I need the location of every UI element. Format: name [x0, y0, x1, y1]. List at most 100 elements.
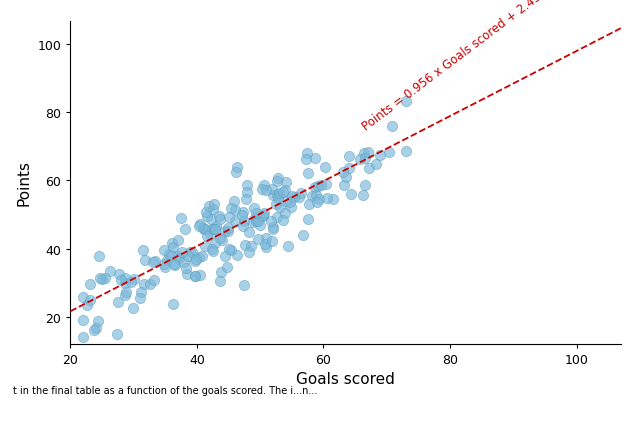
Point	[182, 271, 193, 278]
Point	[267, 238, 277, 245]
Point	[150, 258, 160, 265]
Point	[242, 189, 252, 196]
Point	[253, 218, 263, 225]
Point	[272, 214, 282, 221]
Point	[78, 334, 88, 341]
Point	[344, 166, 354, 172]
Point	[173, 252, 183, 259]
Point	[200, 226, 211, 233]
Point	[120, 280, 130, 287]
Point	[136, 289, 147, 296]
Point	[168, 261, 179, 268]
Point	[280, 180, 291, 187]
Point	[209, 226, 220, 233]
Point	[111, 331, 122, 338]
Point	[285, 199, 296, 206]
Point	[126, 279, 136, 286]
Point	[289, 194, 300, 201]
Point	[210, 240, 220, 247]
Point	[251, 217, 261, 224]
Point	[280, 187, 291, 194]
Point	[191, 256, 201, 263]
Text: t in the final table as a function of the goals scored. The i...n...: t in the final table as a function of th…	[13, 385, 317, 395]
Point	[159, 247, 170, 254]
Point	[267, 186, 277, 193]
Point	[401, 148, 411, 155]
Point	[91, 324, 101, 331]
Point	[138, 247, 148, 254]
Point	[176, 215, 186, 222]
Point	[177, 249, 187, 256]
Point	[273, 175, 283, 182]
Point	[120, 275, 131, 282]
Point	[238, 209, 248, 216]
Point	[239, 218, 250, 225]
Point	[100, 275, 110, 282]
Point	[114, 271, 124, 278]
Point	[97, 276, 107, 283]
Point	[362, 150, 372, 157]
Point	[240, 242, 250, 249]
Point	[206, 216, 216, 223]
Point	[93, 253, 104, 260]
Point	[244, 249, 255, 255]
Point	[129, 276, 140, 283]
Point	[195, 272, 205, 279]
Point	[232, 252, 243, 259]
Point	[231, 169, 241, 176]
Point	[310, 155, 320, 162]
Point	[207, 246, 217, 252]
Point	[189, 273, 200, 280]
Point	[346, 191, 356, 198]
Point	[168, 243, 178, 250]
Point	[230, 208, 240, 215]
Point	[84, 297, 95, 304]
Point	[120, 292, 130, 299]
Point	[81, 302, 92, 309]
Point	[375, 153, 385, 160]
Point	[259, 241, 269, 248]
Point	[216, 270, 227, 276]
Point	[303, 170, 313, 177]
Point	[259, 210, 269, 217]
Point	[253, 237, 263, 243]
Point	[321, 181, 332, 187]
Point	[339, 182, 349, 189]
Point	[229, 198, 239, 205]
Point	[186, 249, 196, 256]
Point	[316, 182, 326, 189]
Point	[241, 182, 252, 189]
Point	[246, 243, 256, 250]
Point	[185, 249, 195, 255]
Point	[162, 257, 172, 264]
Point	[294, 194, 304, 200]
Point	[179, 258, 189, 265]
Point	[304, 202, 314, 209]
Point	[260, 235, 271, 242]
Point	[236, 212, 246, 219]
Point	[261, 187, 271, 194]
Point	[248, 219, 258, 226]
Point	[371, 161, 381, 168]
Point	[223, 225, 233, 232]
Point	[202, 233, 212, 240]
Point	[121, 289, 131, 296]
Point	[268, 226, 278, 233]
Point	[232, 165, 242, 172]
Point	[164, 251, 174, 258]
Point	[280, 210, 290, 217]
Point	[225, 205, 236, 212]
Point	[224, 215, 234, 221]
Point	[220, 227, 230, 234]
Point	[202, 213, 212, 220]
Point	[258, 213, 268, 220]
Point	[283, 243, 293, 250]
Point	[364, 166, 374, 172]
Point	[359, 150, 369, 157]
Point	[148, 259, 158, 266]
Point	[360, 182, 371, 189]
Point	[85, 281, 95, 288]
Point	[136, 295, 146, 302]
Point	[200, 243, 211, 250]
Point	[168, 301, 179, 307]
